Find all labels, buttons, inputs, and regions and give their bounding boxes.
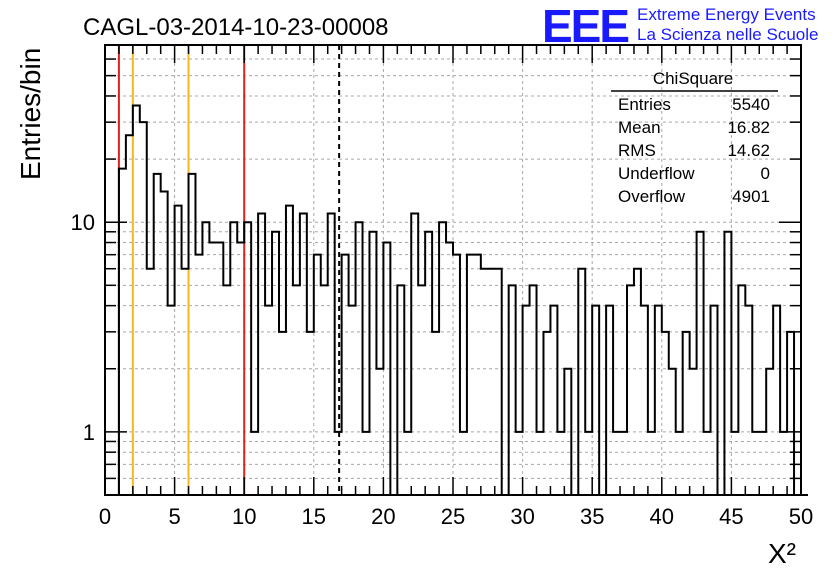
x-tick-label: 25	[441, 504, 465, 529]
stats-title: ChiSquare	[653, 69, 733, 88]
x-tick-label: 40	[650, 504, 674, 529]
x-tick-label: 30	[510, 504, 534, 529]
x-tick-label: 45	[719, 504, 743, 529]
stat-label-mean: Mean	[618, 118, 661, 137]
stat-label-rms: RMS	[618, 141, 656, 160]
y-tick-label: 1	[83, 420, 95, 445]
stat-value-rms: 14.62	[727, 141, 770, 160]
chart-title: CAGL-03-2014-10-23-00008	[83, 14, 389, 41]
y-axis-label: Entries/bin	[15, 48, 46, 180]
logo-mark: EEE	[542, 0, 628, 52]
stat-label-underflow: Underflow	[618, 164, 695, 183]
x-tick-label: 35	[580, 504, 604, 529]
axis-ticks: 0 5 10 15 20 25 30 35 40 45 50 1 10	[71, 45, 813, 529]
eee-logo: EEE Extreme Energy Events La Scienza nel…	[542, 0, 818, 52]
x-axis-label: X²	[768, 538, 796, 569]
stat-label-overflow: Overflow	[618, 187, 686, 206]
histogram-series	[105, 104, 808, 496]
stats-box: ChiSquare Entries 5540 Mean 16.82 RMS 14…	[611, 69, 778, 206]
logo-line-1: Extreme Energy Events	[637, 5, 816, 24]
y-tick-label: 10	[71, 210, 95, 235]
stat-value-entries: 5540	[732, 95, 770, 114]
x-tick-label: 20	[371, 504, 395, 529]
x-tick-label: 10	[232, 504, 256, 529]
stat-value-underflow: 0	[761, 164, 770, 183]
x-tick-label: 0	[99, 504, 111, 529]
stat-label-entries: Entries	[618, 95, 671, 114]
x-tick-label: 50	[789, 504, 813, 529]
x-tick-label: 15	[302, 504, 326, 529]
x-tick-label: 5	[168, 504, 180, 529]
logo-line-2: La Scienza nelle Scuole	[637, 25, 818, 44]
stat-value-mean: 16.82	[727, 118, 770, 137]
stat-value-overflow: 4901	[732, 187, 770, 206]
